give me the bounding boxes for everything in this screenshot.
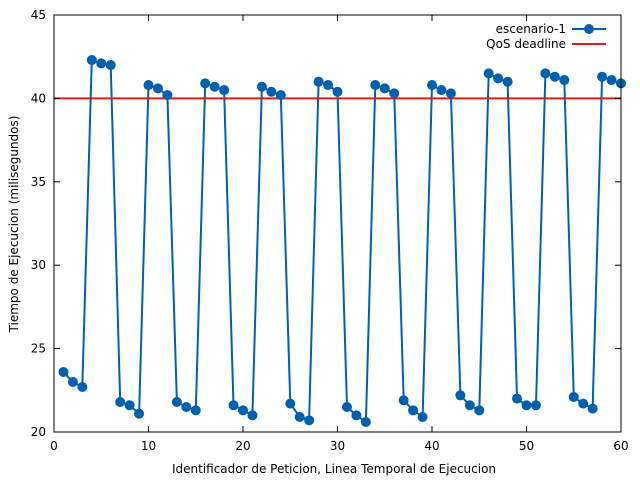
data-point [351,410,362,421]
y-tick-label: 30 [31,258,46,272]
data-point [247,410,258,421]
data-point [606,75,617,86]
data-point [304,415,315,426]
data-point [398,395,409,406]
data-point [360,416,371,427]
plot-frame [53,14,622,433]
data-point [285,398,296,409]
data-point [370,80,381,91]
series-line-escenario-1 [62,58,622,424]
data-point [568,391,579,402]
data-point [200,78,211,89]
data-point [209,81,220,92]
legend: escenario-1 QoS deadline [486,22,606,51]
y-tick-label: 25 [31,342,46,356]
data-point [152,83,163,94]
y-tick-label: 45 [31,8,46,22]
data-point [483,68,494,79]
data-point [171,396,182,407]
x-tick-label: 0 [50,439,58,453]
data-point [96,58,107,69]
data-point [58,366,69,377]
x-tick-label: 20 [235,439,250,453]
data-point [379,83,390,94]
data-point [455,390,466,401]
data-point [474,405,485,416]
data-point [115,396,126,407]
legend-marker-escenario-1 [584,24,594,34]
x-axis-label: Identificador de Peticion, Linea Tempora… [172,462,496,476]
data-point [143,80,154,91]
data-point [597,71,608,82]
data-point [341,401,352,412]
x-tick-label: 40 [424,439,439,453]
data-point [512,393,523,404]
data-point [389,88,400,99]
data-point [162,90,173,101]
data-point [238,405,248,416]
data-point [540,68,551,79]
data-point [408,405,419,416]
legend-label-escenario-1: escenario-1 [496,22,566,36]
data-point [549,71,560,82]
data-point [294,411,305,422]
x-tick-label: 60 [613,439,628,453]
data-point [436,85,447,96]
data-point [190,405,201,416]
data-point [559,75,570,86]
data-point [77,381,88,392]
data-point [105,60,116,71]
data-point [417,411,428,422]
data-point [124,400,135,411]
data-point [493,73,504,84]
data-point [530,400,541,411]
y-tick-label: 35 [31,175,46,189]
data-point [275,90,286,101]
data-point [521,400,532,411]
data-point [427,80,437,91]
data-point [578,398,589,409]
data-point [256,81,267,92]
x-tick-label: 30 [330,439,345,453]
data-point [67,376,78,387]
data-point [86,55,97,66]
data-point [134,408,145,419]
legend-label-qos-deadline: QoS deadline [486,37,566,51]
data-point [181,401,192,412]
data-point [587,403,598,414]
data-point [464,400,475,411]
x-tick-label: 50 [519,439,534,453]
y-tick-label: 20 [31,425,46,439]
data-point [219,85,230,96]
data-point [228,400,239,411]
y-tick-label: 40 [31,91,46,105]
y-axis-label: Tiempo de Ejecucion (milisegundos) [7,116,21,334]
data-point [332,86,343,97]
data-point [313,76,324,87]
data-point [266,86,277,97]
data-point [323,80,334,91]
data-point [445,88,456,99]
data-point [502,76,513,87]
x-tick-label: 10 [141,439,156,453]
